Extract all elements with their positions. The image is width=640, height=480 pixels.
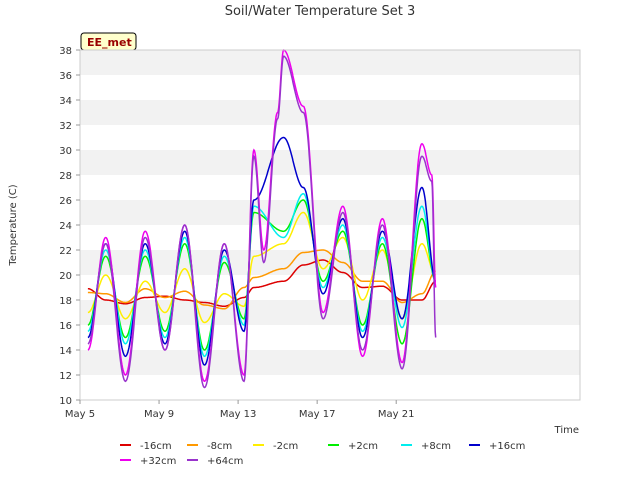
series-line-+64cm [87, 55, 437, 389]
x-axis-ticks: May 5 May 9 May 13 May 17 May 21 [65, 400, 415, 420]
y-tick-label: 30 [59, 146, 72, 157]
grid-band [80, 300, 580, 325]
legend-label: +32cm [140, 456, 176, 467]
chart-title: Soil/Water Temperature Set 3 [225, 4, 416, 19]
grid-band [80, 350, 580, 375]
x-tick-label: May 9 [144, 409, 174, 420]
grid-band [80, 125, 580, 150]
series-line-+2cm [87, 199, 436, 351]
grid-band [80, 50, 580, 75]
y-tick-label: 18 [59, 296, 72, 307]
series-line--8cm [87, 249, 436, 310]
series-line-+8cm [87, 193, 437, 358]
y-tick-label: 34 [59, 96, 72, 107]
series-line--16cm [87, 259, 436, 308]
grid-band [80, 175, 580, 200]
y-tick-label: 38 [59, 46, 72, 57]
x-tick-label: May 13 [220, 409, 257, 420]
y-tick-label: 36 [59, 71, 72, 82]
y-tick-label: 32 [59, 121, 72, 132]
grid-band [80, 200, 580, 225]
series-lines [87, 49, 437, 389]
x-tick-label: May 17 [299, 409, 336, 420]
y-tick-label: 14 [59, 346, 72, 357]
site-tag-label: EE_met [87, 36, 132, 49]
legend-label: -16cm [140, 441, 172, 452]
site-tag: EE_met [80, 32, 137, 51]
y-tick-label: 28 [59, 171, 72, 182]
y-tick-label: 24 [59, 221, 72, 232]
grid-band [80, 75, 580, 100]
grid-band [80, 225, 580, 250]
legend-label: +16cm [489, 441, 525, 452]
legend-label: +2cm [348, 441, 378, 452]
legend-label: -8cm [207, 441, 232, 452]
y-tick-label: 22 [59, 246, 72, 257]
grid-band [80, 325, 580, 350]
y-tick-label: 10 [59, 396, 72, 407]
grid-band [80, 150, 580, 175]
y-tick-label: 20 [59, 271, 72, 282]
grid-bands [80, 50, 580, 400]
legend: -16cm -8cm -2cm +2cm +8cm +16cm +32cm +64cm [120, 441, 525, 467]
y-tick-label: 26 [59, 196, 72, 207]
legend-label: -2cm [273, 441, 298, 452]
y-axis-ticks: 10 12 14 16 18 20 22 24 26 28 30 32 34 36 38 [59, 46, 80, 407]
y-tick-label: 12 [59, 371, 72, 382]
legend-label: +64cm [207, 456, 243, 467]
x-tick-label: May 21 [378, 409, 415, 420]
grid-band [80, 375, 580, 400]
legend-label: +8cm [421, 441, 451, 452]
y-axis-label: Temperature (C) [8, 184, 19, 266]
y-tick-label: 16 [59, 321, 72, 332]
x-tick-label: May 5 [65, 409, 95, 420]
grid-band [80, 100, 580, 125]
x-axis-label: Time [554, 425, 579, 436]
